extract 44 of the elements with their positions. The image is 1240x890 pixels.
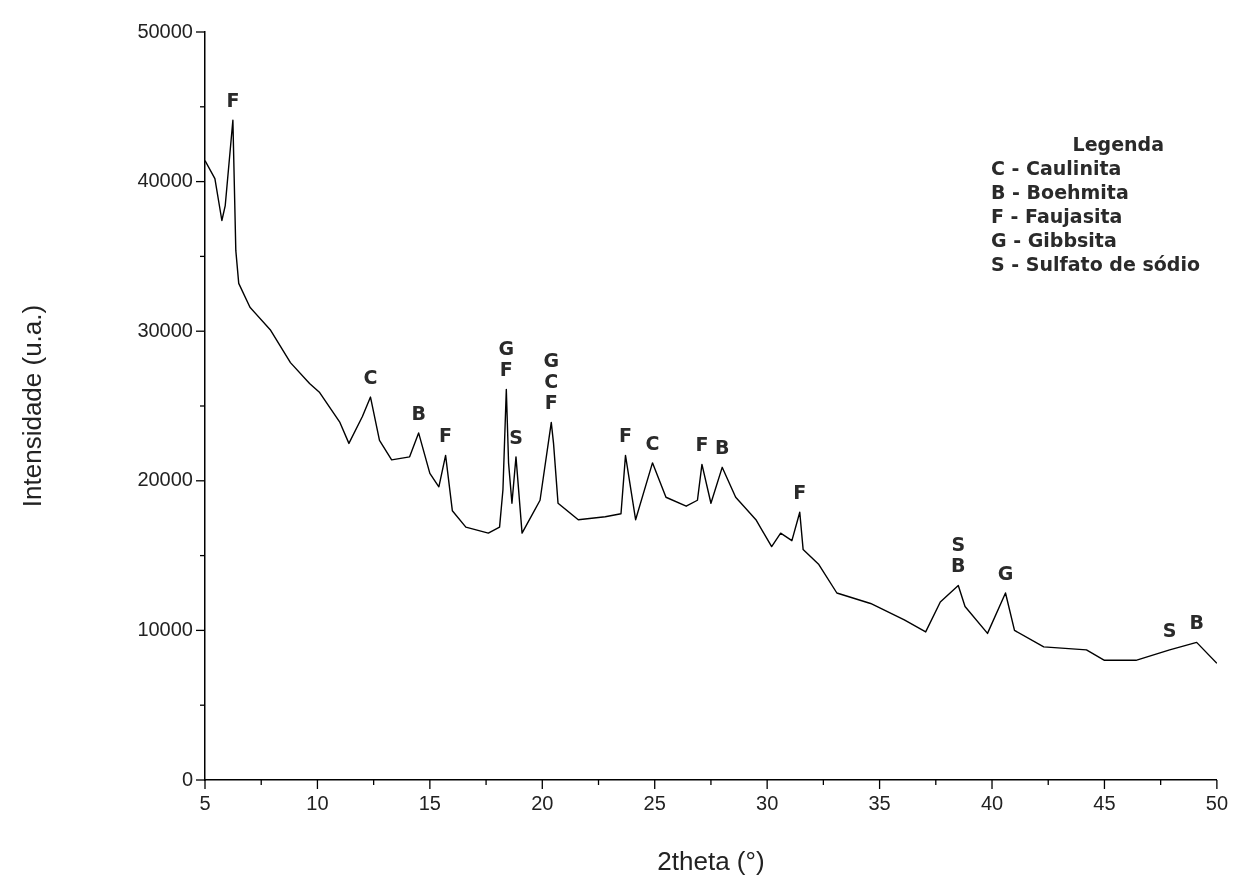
annotation: F [499, 358, 513, 381]
annotation: S - Sulfato de sódio [990, 252, 1200, 276]
y-tick-label: 10000 [137, 617, 193, 640]
annotation: B [411, 401, 426, 424]
x-tick-label: 20 [531, 791, 554, 814]
y-tick-label: 30000 [137, 318, 193, 341]
annotation: G [498, 337, 515, 360]
annotation: G - Gibbsita [990, 228, 1118, 252]
annotation: F - Faujasita [990, 204, 1124, 228]
legend-title: Legenda [1071, 132, 1165, 156]
y-tick-label: 0 [181, 767, 193, 790]
y-tick-label: 50000 [137, 19, 193, 42]
annotation: B - Boehmita [990, 180, 1130, 204]
x-tick-label: 40 [980, 791, 1004, 814]
annotation: B [951, 554, 966, 577]
x-tick-label: 35 [868, 791, 891, 814]
y-tick-label: 40000 [137, 169, 193, 192]
annotation: F [544, 391, 558, 414]
annotation: G [543, 349, 560, 372]
y-tick-label: 20000 [137, 468, 193, 491]
annotation: F [695, 433, 709, 456]
annotation: S [1162, 618, 1177, 641]
annotation: S [951, 533, 966, 556]
annotation: B [714, 436, 730, 459]
annotation: S [509, 425, 523, 448]
x-tick-label: 25 [643, 791, 666, 814]
x-tick-label: 5 [199, 791, 211, 814]
annotation: C [544, 370, 559, 393]
y-axis-title: Intensidade (u.a.) [16, 304, 47, 508]
annotation: C - Caulinita [990, 156, 1123, 180]
annotation: C [363, 365, 378, 388]
annotation: B [1189, 611, 1204, 634]
annotation: C [645, 431, 660, 454]
annotation: F [439, 424, 453, 447]
x-tick-label: 15 [418, 791, 441, 814]
x-axis-title: 2theta (°) [657, 845, 765, 876]
annotation: F [793, 481, 807, 504]
x-tick-label: 10 [306, 791, 329, 814]
annotation: G [997, 561, 1014, 584]
x-tick-label: 50 [1205, 791, 1228, 814]
x-tick-label: 45 [1093, 791, 1116, 814]
annotation: F [226, 89, 240, 112]
annotation: F [619, 424, 632, 447]
x-tick-label: 30 [756, 791, 779, 814]
